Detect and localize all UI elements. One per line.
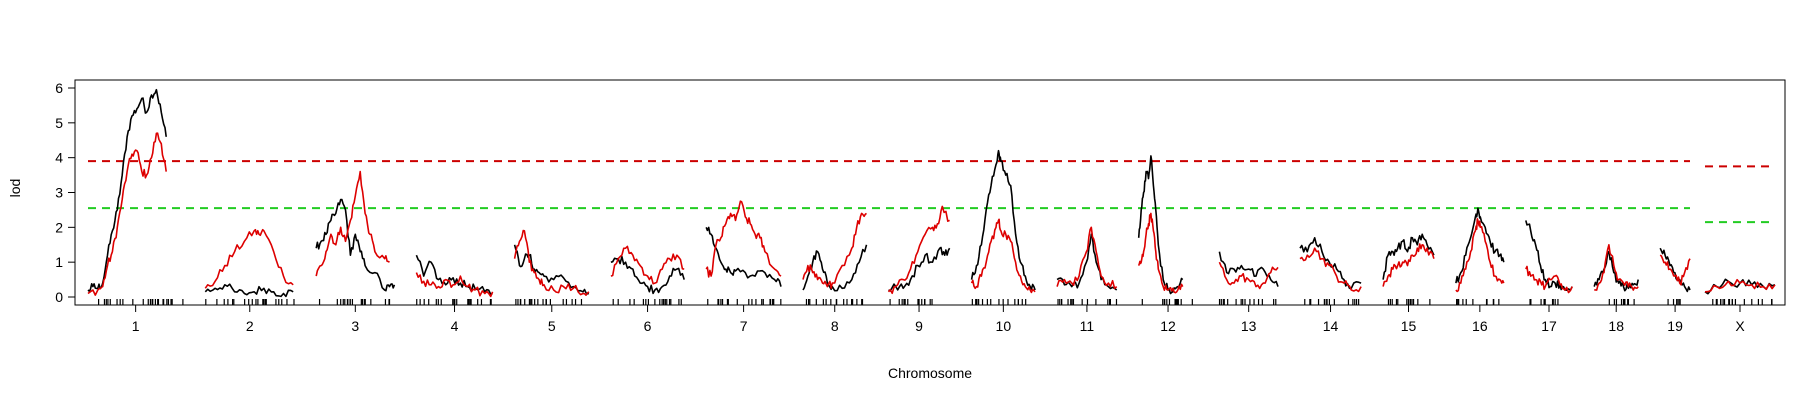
marker-rug: [98, 299, 1773, 305]
threshold-lines: [88, 160, 1775, 224]
chromosome-label: 8: [831, 318, 839, 334]
lod-curve-black: [970, 149, 1036, 291]
lod-curve-red: [513, 229, 590, 296]
lod-curve-red: [1137, 212, 1184, 294]
lod-curve-black: [315, 198, 396, 292]
chromosome-label: 19: [1667, 318, 1683, 334]
chromosome-label: 14: [1323, 318, 1339, 334]
chromosome-label: 2: [246, 318, 254, 334]
lod-curve-red: [887, 205, 950, 295]
lod-curve-red: [1218, 261, 1279, 290]
lod-curve-black: [705, 226, 782, 287]
lod-curve-black: [610, 255, 685, 295]
chromosome-label: 15: [1401, 318, 1417, 334]
lod-curve-red: [705, 200, 782, 278]
y-tick-label: 0: [55, 289, 63, 305]
lod-curve-red: [1382, 243, 1435, 287]
chromosome-label: 1: [132, 318, 140, 334]
lod-curve-red: [1704, 278, 1776, 293]
lod-curve-black: [415, 254, 493, 295]
lod-curve-black: [204, 283, 294, 298]
lod-curve-black: [87, 88, 167, 292]
lod-curve-red: [1056, 226, 1118, 290]
y-axis-label: lod: [7, 179, 23, 198]
lod-curve-red: [1659, 254, 1691, 286]
chromosome-label: 13: [1241, 318, 1257, 334]
chromosome-label: 12: [1160, 318, 1176, 334]
chromosome-label: X: [1735, 318, 1745, 334]
lod-curve-black: [1593, 250, 1639, 292]
chromosome-label: 17: [1541, 318, 1557, 334]
chromosome-label: 16: [1472, 318, 1488, 334]
lod-curve-red: [970, 218, 1036, 294]
lod-series: [87, 88, 1776, 298]
chromosome-label: 7: [740, 318, 748, 334]
y-tick-label: 5: [55, 115, 63, 131]
lod-curve-black: [888, 246, 951, 292]
chromosome-label: 9: [915, 318, 923, 334]
lod-curve-black: [1455, 207, 1505, 284]
lod-curve-red: [610, 245, 685, 285]
y-tick-label: 2: [55, 219, 63, 235]
lod-curve-black: [1299, 237, 1362, 290]
lod-curve-red: [204, 228, 294, 289]
chromosome-label: 5: [548, 318, 556, 334]
lod-curve-red: [1594, 244, 1639, 291]
y-tick-label: 3: [55, 185, 63, 201]
lod-curve-black: [1382, 233, 1435, 280]
plot-frame: [74, 79, 1786, 306]
chromosome-label: 10: [996, 318, 1012, 334]
y-tick-label: 1: [55, 254, 63, 270]
lod-curve-red: [315, 170, 390, 277]
chromosome-label: 4: [451, 318, 459, 334]
x-axis-label: Chromosome: [888, 365, 972, 381]
lod-curve-black: [1137, 155, 1184, 295]
lod-curve-black: [802, 244, 868, 292]
y-tick-label: 6: [55, 80, 63, 96]
y-tick-label: 4: [55, 150, 63, 166]
chromosome-label: 11: [1080, 318, 1095, 334]
lod-curve-red: [802, 212, 867, 289]
chromosome-label: 6: [644, 318, 652, 334]
chromosome-label: 3: [351, 318, 359, 334]
lod-curve-red: [87, 132, 167, 296]
lod-curve-red: [415, 272, 494, 298]
lod-curve-red: [1525, 265, 1573, 294]
lod-curve-red: [1299, 247, 1362, 293]
lod-curve-black: [1659, 247, 1691, 293]
lod-curve-red: [1455, 218, 1505, 293]
chromosome-label: 18: [1608, 318, 1624, 334]
